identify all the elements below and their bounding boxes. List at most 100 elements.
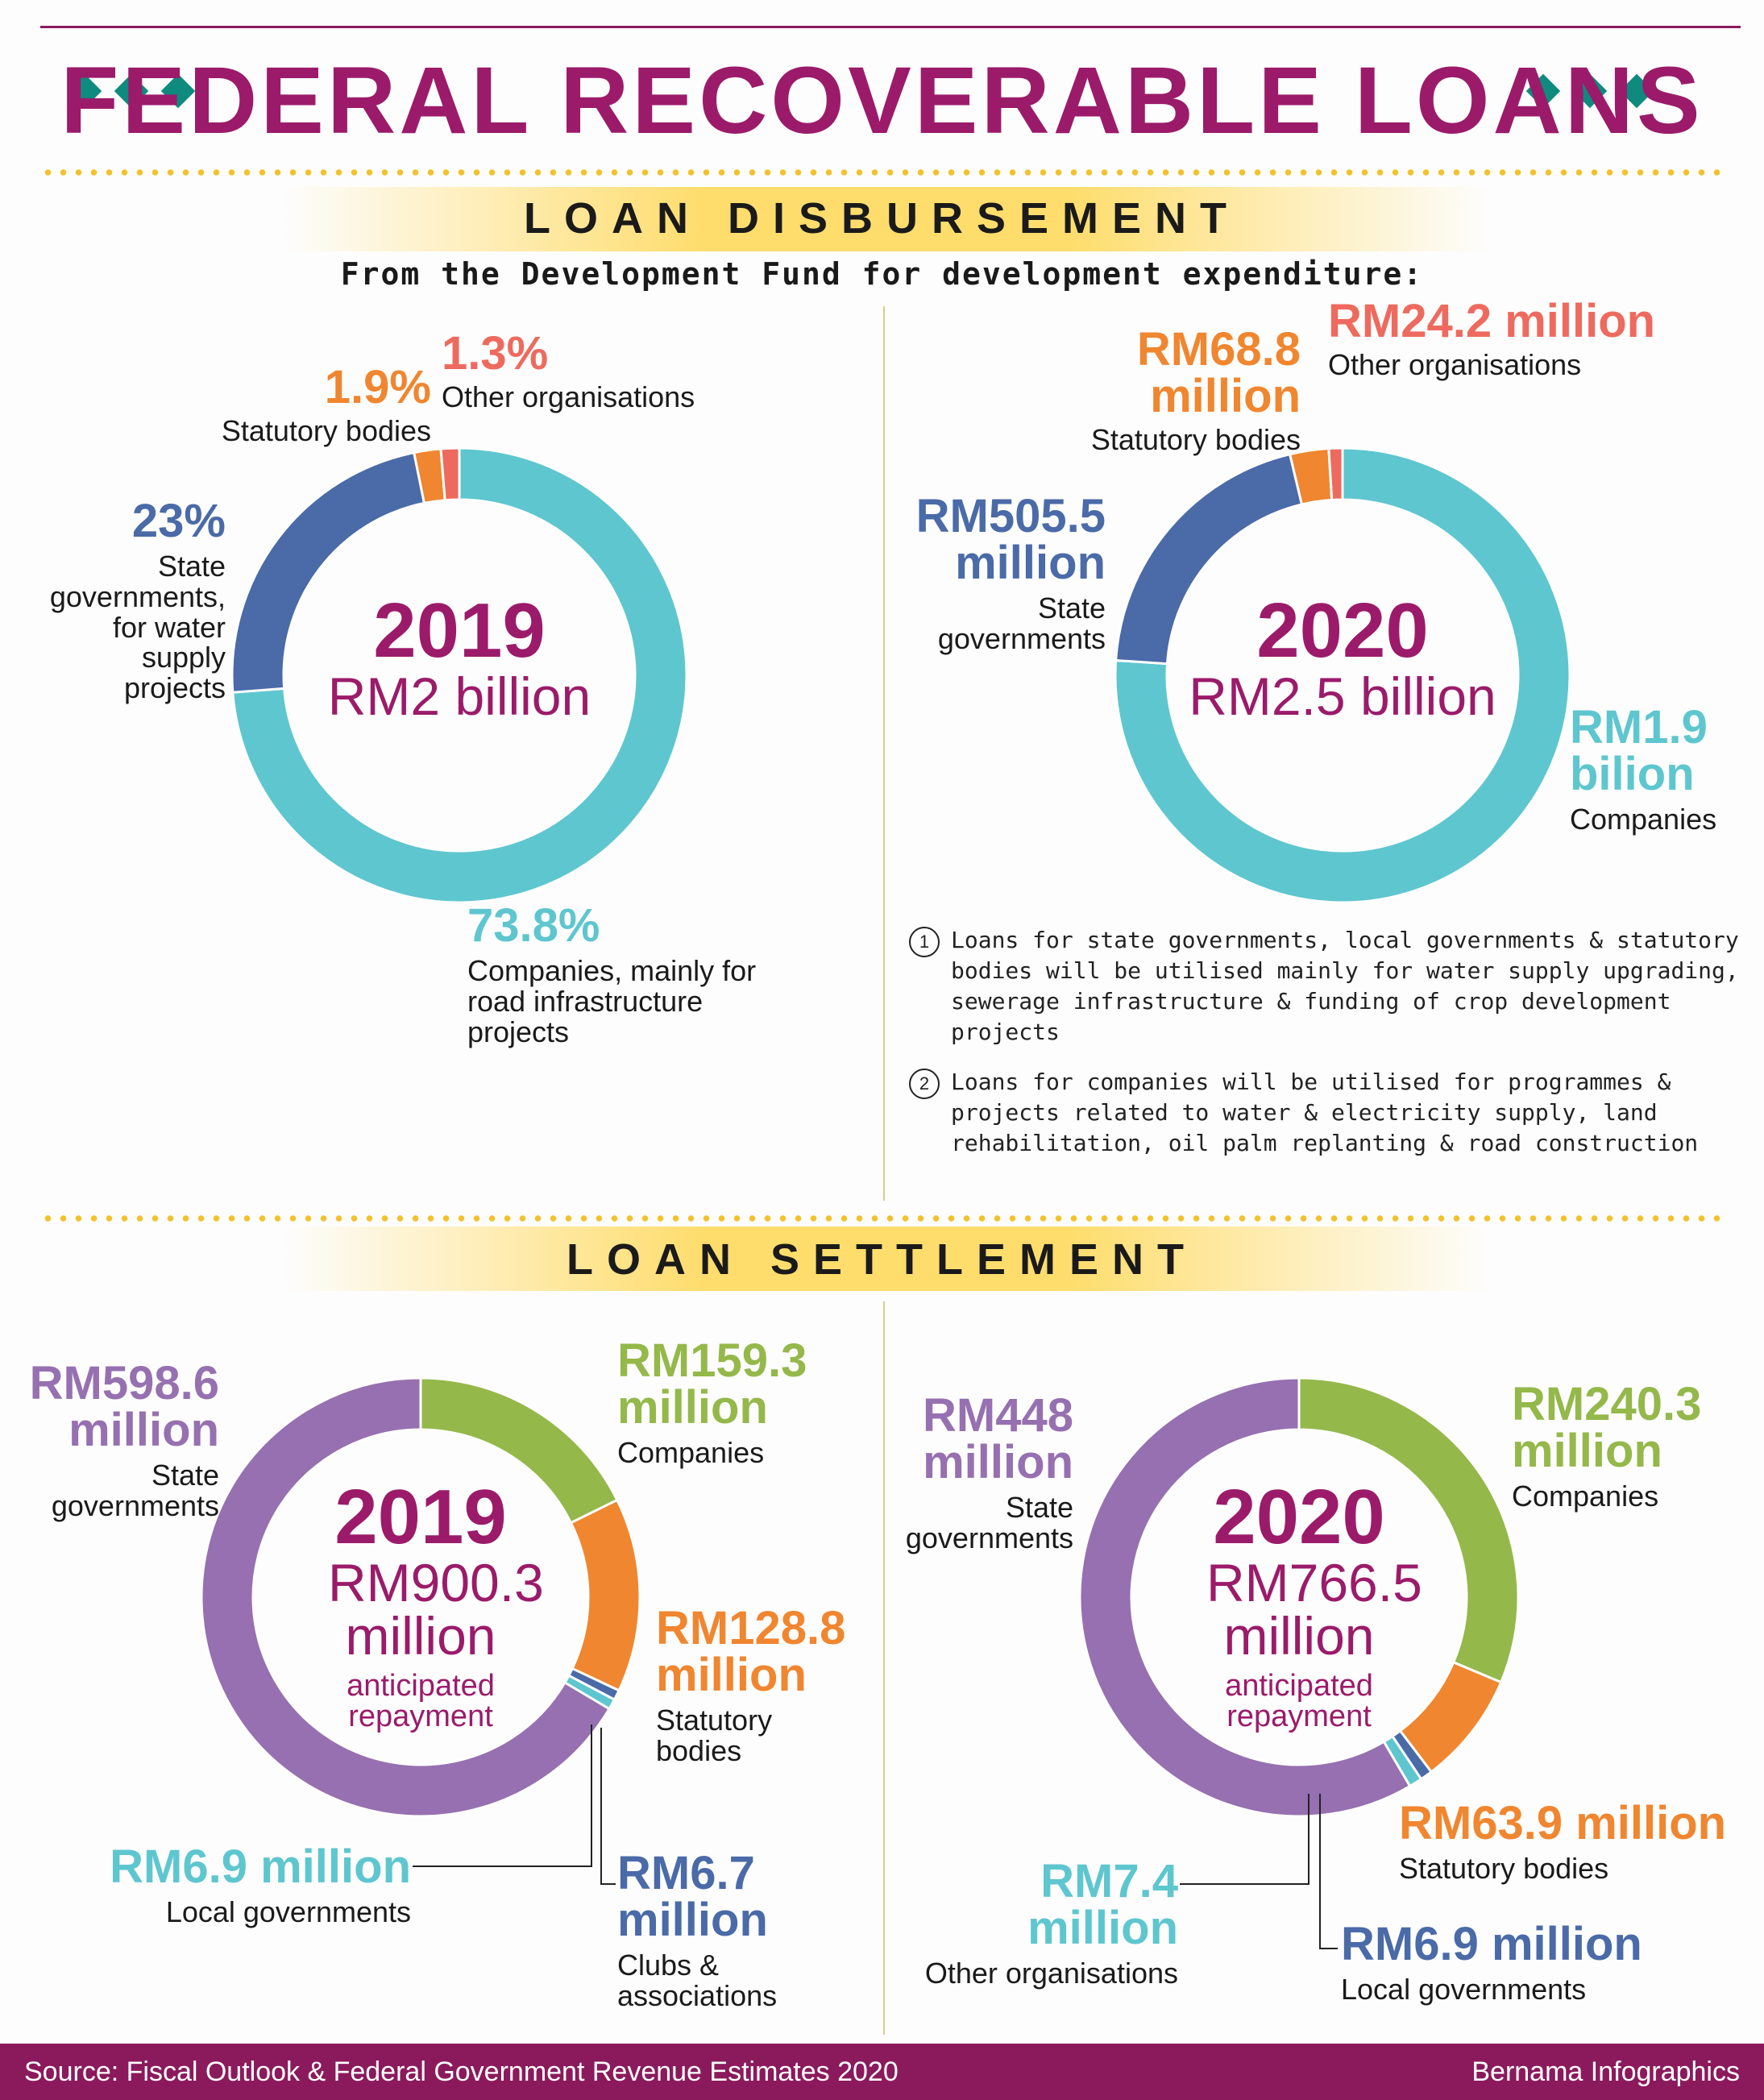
footer: Source: Fiscal Outlook & Federal Governm… (0, 2044, 1764, 2100)
slice-value: RM598.6 million (29, 1357, 219, 1456)
slice-desc: State governments (51, 1459, 219, 1522)
donut-center-2020-disbursement: 2020 RM2.5 billion (1141, 587, 1544, 726)
slice-desc: Companies (617, 1436, 765, 1469)
slice-label-statutory-bodies: RM63.9 million Statutory bodies (1399, 1800, 1754, 1884)
donut-slice-4 (1080, 1378, 1412, 1816)
donut-slice-0 (1115, 448, 1570, 903)
center-year: 2020 (1213, 1474, 1385, 1560)
dotted-divider (40, 1215, 1725, 1222)
slice-value: RM7.4 million (1027, 1855, 1178, 1954)
center-note: anticipated repayment (347, 1669, 495, 1733)
slice-value: 73.8% (467, 899, 600, 952)
slice-label-state-governments: RM598.6 million State governments (16, 1360, 219, 1521)
note-number: 2 (909, 1069, 940, 1099)
section-title-disbursement: LOAN DISBURSEMENT (523, 194, 1240, 243)
slice-desc: Local governments (1341, 1973, 1587, 2006)
slice-desc: State governments, for water supply proj… (49, 550, 226, 705)
center-amount: RM900.3 million (328, 1553, 544, 1666)
donut-chart-disbursement-2020 (1115, 448, 1570, 903)
center-amount: RM2 billion (327, 666, 591, 726)
leader-line-local-governments-2020 (1319, 1794, 1338, 1949)
slice-label-state-governments: 23% State governments, for water supply … (32, 498, 226, 703)
donut-chart-settlement-2020 (1080, 1378, 1518, 1816)
slice-value: RM24.2 million (1328, 295, 1656, 347)
slice-value: 23% (131, 495, 226, 547)
leader-line-local-governments-2019 (413, 1724, 592, 1867)
donut-slice-3 (439, 448, 461, 502)
slice-desc: Clubs & associations (617, 1949, 778, 2012)
slice-value: RM240.3 million (1512, 1378, 1702, 1477)
slice-value: RM6.9 million (1341, 1918, 1642, 1970)
center-note: anticipated repayment (1225, 1669, 1373, 1733)
slice-value: RM63.9 million (1399, 1797, 1727, 1849)
slice-desc: Other organisations (442, 380, 695, 413)
slice-label-state-governments: RM505.5 million State governments (886, 493, 1106, 654)
slice-desc: Statutory bodies (1090, 423, 1301, 456)
slice-label-state-governments: RM448 million State governments (886, 1392, 1073, 1554)
slice-value: RM448 million (923, 1389, 1073, 1488)
vertical-divider (883, 306, 885, 1201)
note-text: Loans for companies will be utilised for… (951, 1069, 1699, 1156)
slice-value: 1.3% (442, 327, 549, 380)
slice-value: RM1.9 bilion (1570, 701, 1708, 800)
slice-desc: Companies (1512, 1480, 1659, 1513)
slice-label-other-organisations: 1.3% Other organisations (442, 330, 764, 413)
slice-value: RM6.9 million (110, 1841, 411, 1893)
slice-value: RM505.5 million (915, 490, 1106, 589)
section-title-settlement: LOAN SETTLEMENT (567, 1235, 1197, 1284)
subtitle: From the Development Fund for developmen… (340, 256, 1424, 292)
page-title: FEDERAL RECOVERABLE LOANS (60, 48, 1704, 154)
slice-value: RM159.3 million (617, 1334, 807, 1434)
donut-chart-disbursement-2019 (232, 448, 687, 903)
slice-value: RM128.8 million (656, 1602, 846, 1701)
center-amount: RM766.5 million (1206, 1553, 1422, 1666)
dotted-divider (40, 169, 1725, 176)
note-1: 1 Loans for state governments, local gov… (909, 925, 1747, 1048)
slice-desc: State governments (937, 591, 1106, 655)
center-year: 2019 (373, 587, 546, 674)
donut-slice-4 (201, 1378, 612, 1816)
slice-desc: Statutory bodies (656, 1704, 773, 1767)
center-year: 2019 (334, 1474, 507, 1560)
section-band (282, 1226, 1491, 1291)
slice-desc: Companies, mainly for road infrastructur… (467, 954, 757, 1048)
footer-credit: Bernama Infographics (1471, 2056, 1740, 2087)
slice-label-companies: RM240.3 million Companies (1512, 1381, 1754, 1512)
note-number: 1 (909, 927, 940, 957)
slice-label-statutory-bodies: RM68.8 million Statutory bodies (1072, 326, 1301, 455)
slice-label-statutory-bodies: 1.9% Statutory bodies (161, 364, 431, 446)
note-2: 2 Loans for companies will be utilised f… (909, 1067, 1747, 1159)
slice-desc: Statutory bodies (1399, 1852, 1609, 1885)
slice-label-other-organisations: RM24.2 million Other organisations (1328, 298, 1666, 380)
slice-label-clubs-associations: RM6.7 million Clubs & associations (617, 1850, 827, 2011)
donut-chart-settlement-2019 (201, 1378, 640, 1816)
slice-value: RM6.7 million (617, 1847, 768, 1946)
slice-value: RM68.8 million (1136, 323, 1301, 422)
slice-desc: Local governments (165, 1895, 411, 1928)
leader-line-other-orgs-2020 (1180, 1794, 1310, 1885)
donut-slice-0 (232, 448, 687, 903)
slice-value: 1.9% (324, 361, 431, 413)
note-text: Loans for state governments, local gover… (951, 927, 1739, 1045)
top-rule (40, 26, 1741, 28)
section-band (282, 187, 1491, 251)
footer-source: Source: Fiscal Outlook & Federal Governm… (24, 2056, 899, 2087)
slice-desc: State governments (905, 1491, 1073, 1554)
slice-label-local-governments: RM6.9 million Local governments (1341, 1921, 1679, 2005)
slice-label-companies: RM1.9 bilion Companies (1570, 704, 1747, 835)
donut-center-2019-settlement: 2019 RM900.3 million anticipated repayme… (219, 1474, 622, 1733)
slice-label-other-organisations: RM7.4 million Other organisations (894, 1858, 1178, 1989)
slice-label-local-governments: RM6.9 million Local governments (48, 1844, 411, 1928)
slice-label-statutory-bodies: RM128.8 million Statutory bodies (656, 1605, 898, 1766)
center-amount: RM2.5 billion (1189, 666, 1496, 726)
slice-desc: Other organisations (1328, 348, 1582, 381)
slice-desc: Statutory bodies (221, 414, 431, 447)
donut-center-2020-settlement: 2020 RM766.5 million anticipated repayme… (1098, 1474, 1500, 1733)
vertical-divider (883, 1301, 885, 2035)
donut-center-2019-disbursement: 2019 RM2 billion (258, 587, 661, 726)
center-year: 2020 (1256, 587, 1429, 674)
slice-label-companies: 73.8% Companies, mainly for road infrast… (467, 899, 790, 1048)
slice-desc: Companies (1570, 803, 1717, 836)
slice-desc: Other organisations (924, 1957, 1178, 1990)
